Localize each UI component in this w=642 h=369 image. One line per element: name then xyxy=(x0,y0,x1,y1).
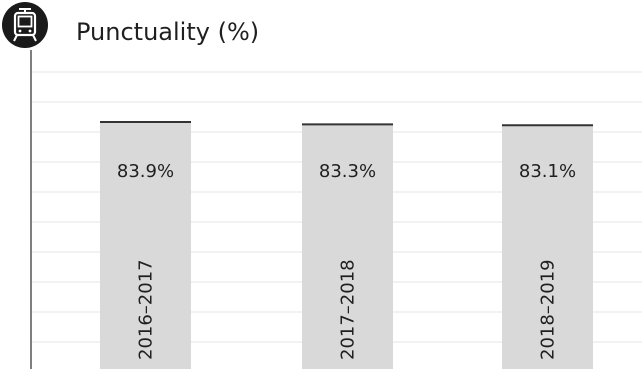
bars: 83.9% 2016–2017 83.3% 2017–2018 83.1% 2018–20… xyxy=(100,121,593,369)
bar xyxy=(502,125,593,369)
bar xyxy=(100,122,191,369)
bar xyxy=(302,124,393,369)
x-tick-label: 2017–2018 xyxy=(338,259,359,360)
data-label: 83.3% xyxy=(319,161,376,182)
data-label: 83.1% xyxy=(519,161,576,182)
chart-title: Punctuality (%) xyxy=(76,18,260,46)
data-label: 83.9% xyxy=(117,161,174,182)
x-tick-label: 2018–2019 xyxy=(538,259,559,360)
x-tick-label: 2016–2017 xyxy=(136,259,157,360)
tram-icon xyxy=(2,2,48,48)
